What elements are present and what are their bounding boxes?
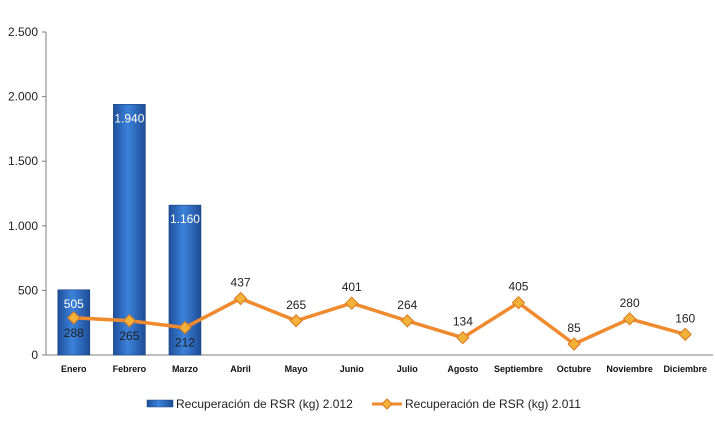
x-tick-label: Diciembre [663,364,707,374]
line-point [511,295,526,310]
line-value-label: 134 [453,315,473,329]
series-line [73,296,686,346]
line-point [456,330,470,345]
legend-label: Recuperación de RSR (kg) 2.011 [405,397,581,411]
x-tick-label: Julio [397,364,419,374]
bar-value-label: 1.940 [114,111,144,125]
line-value-label: 264 [397,298,417,312]
line-point [345,296,359,310]
legend-swatch-marker [381,398,393,410]
line-point [122,314,137,328]
line-value-label: 280 [620,296,640,310]
line-point [67,311,81,325]
line-point [622,312,637,326]
legend-label: Recuperación de RSR (kg) 2.012 [176,397,353,411]
x-axis: Enero Febrero Marzo Abril Mayo Junio Julio Agos… [46,354,713,374]
y-tick-label: 500 [18,283,38,297]
x-tick-label: Mayo [285,364,309,374]
line-point [178,320,192,335]
legend: Recuperación de RSR (kg) 2.012 Recuperaci… [146,397,581,411]
bar-value-label: 1.160 [170,212,200,226]
line-point [567,337,581,351]
y-tick-label: 1.500 [8,154,38,168]
x-tick-label: Abril [230,364,251,374]
bar [113,104,146,356]
line-value-label: 288 [64,326,84,340]
y-tick-label: 2.500 [8,25,38,39]
x-tick-label: Febrero [113,364,147,374]
x-tick-label: Junio [340,364,365,374]
line-point [678,327,692,342]
line-point [400,314,414,328]
line-value-label: 405 [508,280,528,294]
y-tick-label: 0 [31,348,38,362]
line-value-label: 401 [342,280,362,294]
line-point [289,314,303,328]
data-labels: 505 1.940 1.160 288 265 212 437 265 401 264 134 405… [64,111,696,349]
x-tick-label: Enero [61,364,87,374]
y-axis: 0 500 1.000 1.500 2.000 2.500 [8,25,47,362]
y-tick-label: 1.000 [8,219,38,233]
line-value-label: 212 [175,336,195,350]
line-value-label: 160 [675,311,695,325]
bar-series [57,104,202,356]
legend-swatch-bar [146,399,174,408]
x-tick-label: Septiembre [494,364,543,374]
x-tick-label: Marzo [172,364,199,374]
line-series [67,291,692,351]
line-value-label: 265 [286,298,306,312]
bar-value-label: 505 [64,297,84,311]
x-tick-label: Agosto [447,364,478,374]
line-value-label: 437 [231,276,251,290]
y-tick-label: 2.000 [8,90,38,104]
x-tick-label: Noviembre [606,364,653,374]
line-point [233,291,248,306]
x-tick-label: Octubre [557,364,592,374]
line-value-label: 265 [119,329,139,343]
line-value-label: 85 [567,321,581,335]
